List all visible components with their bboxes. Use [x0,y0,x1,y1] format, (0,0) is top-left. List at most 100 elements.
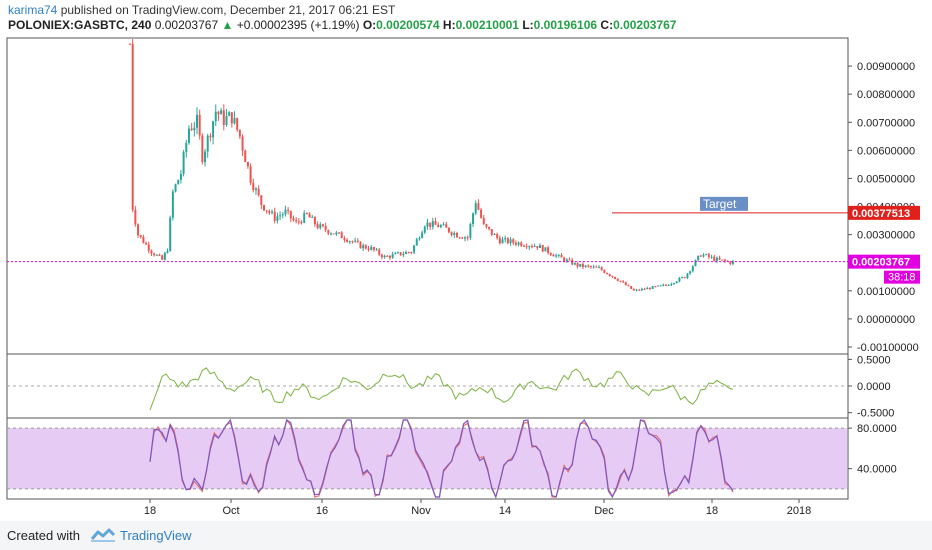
candle-body [279,215,282,217]
author-link[interactable]: karima74 [8,3,58,17]
price-pane-frame [6,37,849,355]
tradingview-logo-icon[interactable] [90,527,116,548]
time-tick-label: 16 [316,505,328,517]
candle-body [319,224,322,229]
candle-body [584,265,587,268]
candle-body [155,254,158,256]
close-label: C: [600,18,614,32]
candle-body [129,43,131,45]
candle-body [252,182,255,191]
candle-body [434,221,437,225]
candle-body [145,243,148,245]
close-value: 0.00203767 [613,18,677,32]
candle-body [595,266,598,268]
chart-canvas[interactable]: 0.00900000 0.00800000 0.00700000 0.00600000… [0,0,932,521]
candle-body [335,232,338,235]
candle-body [646,287,649,290]
time-tick-label: 14 [499,505,511,517]
candle-body [244,150,247,163]
time-tick-label: Dec [594,505,614,517]
candle-body [589,266,592,268]
candle-body [648,287,651,289]
candle-body [662,284,665,286]
candle-body [603,270,606,273]
candle-body [458,237,461,239]
candle-body [386,255,389,257]
candle-body [137,224,140,236]
price-tick-label: 0.00700000 [857,117,915,129]
candle-body [429,222,432,227]
candle-body [592,266,595,268]
candle-body [346,239,349,242]
candle-body [260,195,263,206]
candle-body [533,246,536,248]
candle-body [528,246,531,248]
candle-body [246,162,249,167]
candle-body [707,254,710,258]
candle-body [560,254,563,258]
candle-body [667,285,670,287]
candle-body [565,259,568,262]
candle-body [324,226,327,231]
oscillator-line [149,367,734,411]
candle-body [683,277,686,279]
candle-body [174,184,177,192]
candle-body [405,251,408,254]
candle-body [131,43,134,210]
candle-body [423,226,426,233]
tradingview-brand[interactable]: TradingView [120,528,192,543]
up-arrow-icon: ▲ [221,18,234,32]
candle-body [300,221,303,223]
candle-body [493,234,496,236]
candle-body [308,213,311,218]
candle-body [501,239,504,244]
candle-body [643,288,646,290]
target-label-box[interactable] [700,196,748,211]
symbol-label[interactable]: POLONIEX:GASBTC, 240 [8,18,152,32]
time-tick-label: Oct [222,505,239,517]
price-tick-label: -0.00100000 [857,342,919,354]
candles [129,38,734,292]
candle-body [512,239,515,243]
candle-body [364,245,367,249]
candle-body [576,263,579,267]
last-price-box [848,254,920,269]
candle-body [482,217,485,225]
candle-body [699,255,702,257]
candle-body [139,235,142,237]
candle-body [447,227,450,233]
target-price-box [848,205,920,220]
candle-body [426,222,429,227]
candle-body [399,252,402,256]
price-tick-label: 0.00900000 [857,61,915,73]
candle-body [445,224,448,228]
candle-body [263,205,265,211]
candle-body [171,191,174,218]
candle-body [461,237,464,239]
stochastic-tick-label: 80.0000 [857,423,897,435]
candle-body [161,255,164,260]
candle-body [686,273,689,279]
candle-body [356,240,359,242]
candle-body [134,209,137,225]
candle-body [670,283,673,286]
candle-body [287,209,290,211]
candle-body [598,267,600,269]
candle-body [367,248,370,250]
candle-body [166,251,169,253]
candle-body [297,221,300,223]
candle-body [351,241,354,243]
candle-body [721,259,724,261]
candle-body [281,214,284,216]
candle-body [359,241,362,249]
candle-body [177,179,180,185]
candle-body [303,213,306,223]
stochastic-tick-label: 40.0000 [857,464,897,476]
candle-body [292,218,295,221]
price-tick-label: 0.00000000 [857,314,915,326]
price-tick-label: 0.00800000 [857,89,915,101]
oscillator-tick-label: -0.5000 [857,408,894,420]
candle-body [490,229,493,235]
candle-body [415,239,418,246]
candle-body [241,136,244,151]
